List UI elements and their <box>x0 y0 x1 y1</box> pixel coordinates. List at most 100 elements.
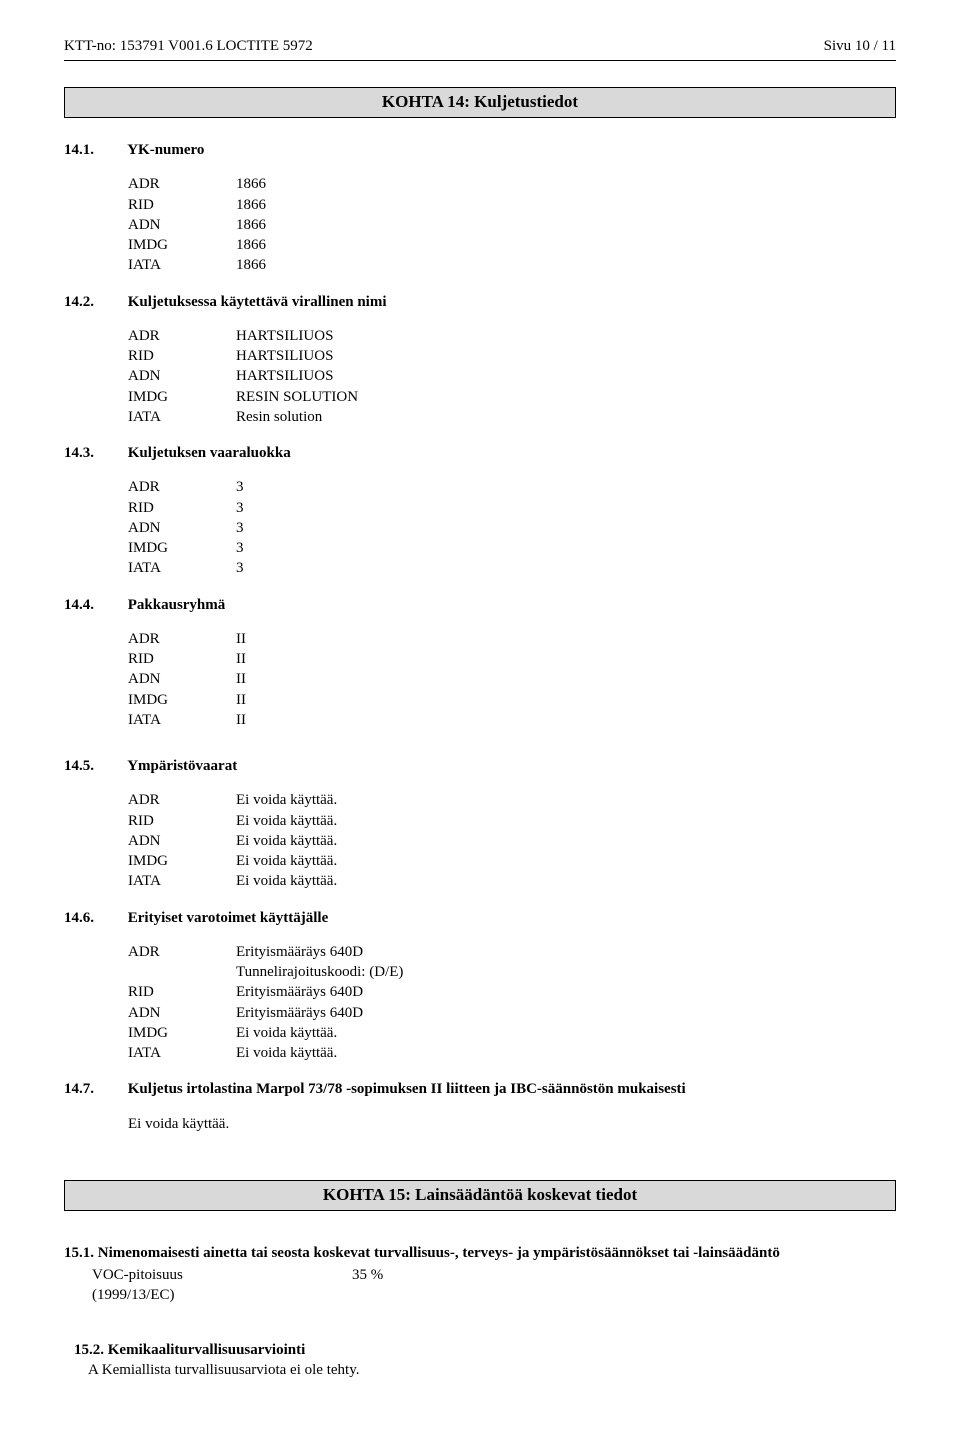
kv-val: II <box>236 669 896 689</box>
kv-key <box>128 962 236 982</box>
code-table: ADR3 RID3 ADN3 IMDG3 IATA3 <box>128 477 896 578</box>
subsection-num: 14.6. <box>64 910 94 926</box>
page-header: KTT-no: 153791 V001.6 LOCTITE 5972 Sivu … <box>64 36 896 56</box>
kv-val: 3 <box>236 558 896 578</box>
voc-note: (1999/13/EC) <box>92 1285 352 1305</box>
subsection-14-3: 14.3. Kuljetuksen vaaraluokka ADR3 RID3 … <box>64 443 896 579</box>
kv-key: ADR <box>128 477 236 497</box>
subsection-head: 14.6. Erityiset varotoimet käyttäjälle <box>64 908 896 928</box>
kv-val: Erityismääräys 640D <box>236 1003 896 1023</box>
kv-key: IMDG <box>128 1023 236 1043</box>
kv-val: 3 <box>236 477 896 497</box>
kv-key: ADR <box>128 174 236 194</box>
kv-val: HARTSILIUOS <box>236 326 896 346</box>
kv-val: 1866 <box>236 174 896 194</box>
subsection-num: 14.2. <box>64 294 94 310</box>
kv-val: Ei voida käyttää. <box>236 831 896 851</box>
subsection-14-5: 14.5. Ympäristövaarat ADREi voida käyttä… <box>64 756 896 892</box>
kv-val: Erityismääräys 640D <box>236 982 896 1002</box>
kv-key: IATA <box>128 710 236 730</box>
kv-val: II <box>236 690 896 710</box>
kv-key: ADR <box>128 942 236 962</box>
subsection-label: Nimenomaisesti ainetta tai seosta koskev… <box>98 1245 780 1261</box>
code-table: ADRII RIDII ADNII IMDGII IATAII <box>128 629 896 730</box>
voc-value: 35 % <box>352 1265 383 1306</box>
kv-key: IMDG <box>128 690 236 710</box>
kv-val: II <box>236 710 896 730</box>
subsection-label: Kemikaaliturvallisuusarviointi <box>108 1342 306 1358</box>
kv-val: HARTSILIUOS <box>236 366 896 386</box>
section-14-title: KOHTA 14: Kuljetustiedot <box>64 87 896 118</box>
kv-key: RID <box>128 649 236 669</box>
kv-key: ADR <box>128 629 236 649</box>
kv-val: 3 <box>236 498 896 518</box>
subsection-body: Ei voida käyttää. <box>128 1114 896 1134</box>
subsection-15-2: 15.2. Kemikaaliturvallisuusarviointi A K… <box>74 1340 896 1381</box>
kv-val: 1866 <box>236 215 896 235</box>
kv-key: RID <box>128 982 236 1002</box>
subsection-num: 15.2. <box>74 1342 104 1358</box>
kv-key: ADN <box>128 215 236 235</box>
code-table: ADR1866 RID1866 ADN1866 IMDG1866 IATA186… <box>128 174 896 275</box>
kv-val: Ei voida käyttää. <box>236 811 896 831</box>
header-left: KTT-no: 153791 V001.6 LOCTITE 5972 <box>64 36 313 56</box>
kv-key: RID <box>128 346 236 366</box>
kv-val: Tunnelirajoituskoodi: (D/E) <box>236 962 896 982</box>
subsection-head: 14.3. Kuljetuksen vaaraluokka <box>64 443 896 463</box>
kv-key: IATA <box>128 407 236 427</box>
subsection-body: A Kemiallista turvallisuusarviota ei ole… <box>88 1360 896 1380</box>
kv-val: Ei voida käyttää. <box>236 851 896 871</box>
kv-key: IATA <box>128 1043 236 1063</box>
kv-key: RID <box>128 811 236 831</box>
kv-val: Ei voida käyttää. <box>236 1043 896 1063</box>
subsection-head: 14.7. Kuljetus irtolastina Marpol 73/78 … <box>64 1079 896 1099</box>
voc-row: VOC-pitoisuus (1999/13/EC) 35 % <box>92 1265 896 1306</box>
section-15-title: KOHTA 15: Lainsäädäntöä koskevat tiedot <box>64 1180 896 1211</box>
kv-key: RID <box>128 195 236 215</box>
subsection-num: 14.1. <box>64 142 94 158</box>
subsection-label: Kuljetuksessa käytettävä virallinen nimi <box>128 294 387 310</box>
code-table: ADRErityismääräys 640D Tunnelirajoitusko… <box>128 942 896 1064</box>
subsection-label: YK-numero <box>127 142 204 158</box>
code-table: ADREi voida käyttää. RIDEi voida käyttää… <box>128 790 896 891</box>
kv-val: II <box>236 649 896 669</box>
kv-key: IATA <box>128 255 236 275</box>
kv-val: 1866 <box>236 255 896 275</box>
subsection-label: Ympäristövaarat <box>127 758 237 774</box>
subsection-num: 14.3. <box>64 445 94 461</box>
subsection-label: Pakkausryhmä <box>128 597 226 613</box>
subsection-14-6: 14.6. Erityiset varotoimet käyttäjälle A… <box>64 908 896 1064</box>
kv-key: ADN <box>128 518 236 538</box>
kv-key: ADN <box>128 366 236 386</box>
header-divider <box>64 60 896 61</box>
header-right: Sivu 10 / 11 <box>824 36 896 56</box>
subsection-label: Erityiset varotoimet käyttäjälle <box>128 910 329 926</box>
kv-key: IATA <box>128 558 236 578</box>
kv-val: 3 <box>236 538 896 558</box>
code-table: ADRHARTSILIUOS RIDHARTSILIUOS ADNHARTSIL… <box>128 326 896 427</box>
kv-val: 3 <box>236 518 896 538</box>
subsection-label: Kuljetuksen vaaraluokka <box>128 445 291 461</box>
kv-val: Resin solution <box>236 407 896 427</box>
kv-val: Ei voida käyttää. <box>236 790 896 810</box>
kv-key: IMDG <box>128 235 236 255</box>
subsection-label: Kuljetus irtolastina Marpol 73/78 -sopim… <box>128 1081 686 1097</box>
kv-val: Erityismääräys 640D <box>236 942 896 962</box>
kv-key: IMDG <box>128 387 236 407</box>
subsection-head: 14.1. YK-numero <box>64 140 896 160</box>
subsection-num: 14.7. <box>64 1081 94 1097</box>
kv-val: 1866 <box>236 195 896 215</box>
subsection-num: 14.4. <box>64 597 94 613</box>
kv-key: ADR <box>128 326 236 346</box>
subsection-14-1: 14.1. YK-numero ADR1866 RID1866 ADN1866 … <box>64 140 896 276</box>
voc-label: VOC-pitoisuus <box>92 1265 352 1285</box>
kv-key: IMDG <box>128 538 236 558</box>
subsection-num: 15.1. <box>64 1245 94 1261</box>
subsection-head: 14.5. Ympäristövaarat <box>64 756 896 776</box>
kv-key: IMDG <box>128 851 236 871</box>
subsection-15-1: 15.1. Nimenomaisesti ainetta tai seosta … <box>64 1243 896 1306</box>
subsection-head: 15.1. Nimenomaisesti ainetta tai seosta … <box>64 1243 896 1263</box>
subsection-num: 14.5. <box>64 758 94 774</box>
kv-val: Ei voida käyttää. <box>236 871 896 891</box>
kv-key: ADR <box>128 790 236 810</box>
